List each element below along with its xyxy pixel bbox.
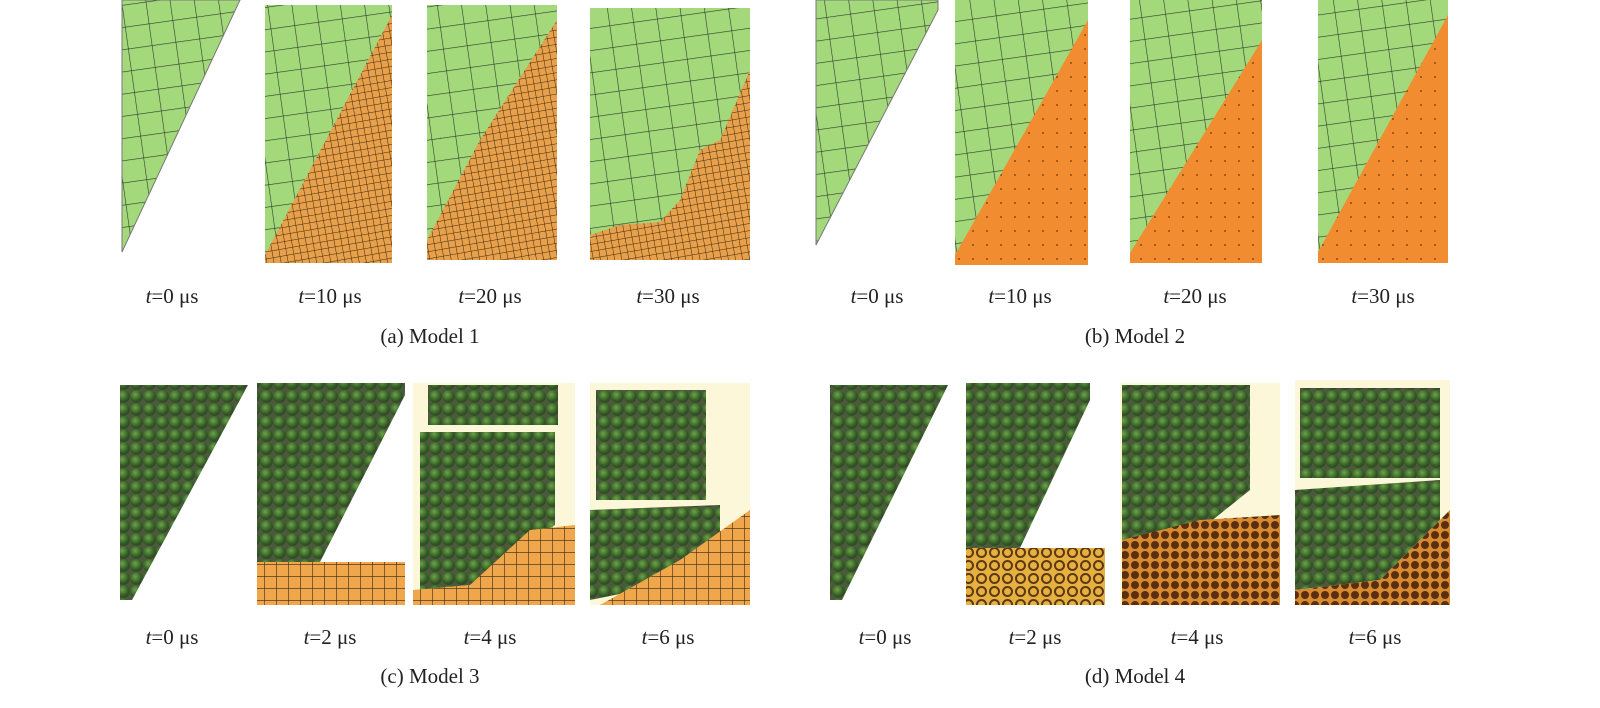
particle-image <box>120 385 248 600</box>
time-variable: t <box>988 284 995 308</box>
time-variable: t <box>851 284 858 308</box>
time-variable: t <box>1351 284 1358 308</box>
time-value: =10 μs <box>994 284 1052 308</box>
mesh-image <box>955 20 1088 265</box>
panel-caption: (c) Model 3 <box>380 664 479 688</box>
time-value: =4 μs <box>1176 625 1223 649</box>
time-label: t=2 μs <box>304 625 357 649</box>
time-value: =30 μs <box>642 284 700 308</box>
time-label: t=2 μs <box>1009 625 1062 649</box>
time-variable: t <box>146 284 153 308</box>
particle-image <box>1295 480 1440 590</box>
time-label: t=20 μs <box>1163 284 1226 308</box>
particle-image <box>1122 515 1280 605</box>
time-label: t=30 μs <box>636 284 699 308</box>
particle-image <box>600 510 750 605</box>
time-value: =0 μs <box>151 625 198 649</box>
particle-image <box>420 432 555 590</box>
time-label: t=30 μs <box>1351 284 1414 308</box>
time-variable: t <box>298 284 305 308</box>
mesh-image <box>1318 15 1448 263</box>
time-variable: t <box>636 284 643 308</box>
time-label: t=6 μs <box>1349 625 1402 649</box>
particle-image <box>257 562 405 605</box>
time-variable: t <box>146 625 153 649</box>
panel-caption: (b) Model 2 <box>1085 324 1185 348</box>
mesh-image <box>590 70 750 260</box>
particle-image <box>590 505 720 600</box>
time-label: t=20 μs <box>458 284 521 308</box>
labels: t=0 μs t=10 μs t=20 μs t=30 μs(a) Model 1t=… <box>146 284 1415 688</box>
time-variable: t <box>642 625 649 649</box>
particle-image <box>413 525 575 605</box>
panel-caption: (a) Model 1 <box>380 324 479 348</box>
particle-image <box>596 390 706 500</box>
time-label: t=10 μs <box>298 284 361 308</box>
particle-image <box>966 548 1105 605</box>
time-variable: t <box>464 625 471 649</box>
time-value: =0 μs <box>856 284 903 308</box>
time-value: =0 μs <box>864 625 911 649</box>
time-value: =0 μs <box>151 284 198 308</box>
time-value: =30 μs <box>1357 284 1415 308</box>
time-value: =2 μs <box>309 625 356 649</box>
time-variable: t <box>1163 284 1170 308</box>
particle-image <box>830 385 948 600</box>
particle-image <box>1295 510 1450 605</box>
time-label: t=0 μs <box>146 284 199 308</box>
time-label: t=4 μs <box>464 625 517 649</box>
particle-image <box>428 385 558 425</box>
time-label: t=0 μs <box>146 625 199 649</box>
time-label: t=0 μs <box>851 284 904 308</box>
time-label: t=6 μs <box>642 625 695 649</box>
particle-image <box>257 383 405 580</box>
particle-image <box>1300 388 1440 478</box>
time-variable: t <box>1171 625 1178 649</box>
time-label: t=10 μs <box>988 284 1051 308</box>
time-variable: t <box>859 625 866 649</box>
time-label: t=4 μs <box>1171 625 1224 649</box>
time-value: =6 μs <box>1354 625 1401 649</box>
mesh-image <box>265 15 392 263</box>
mesh-image <box>815 0 939 246</box>
time-value: =4 μs <box>469 625 516 649</box>
mesh-image <box>427 20 557 260</box>
time-variable: t <box>1349 625 1356 649</box>
time-variable: t <box>1009 625 1016 649</box>
time-variable: t <box>458 284 465 308</box>
time-value: =20 μs <box>1169 284 1227 308</box>
time-variable: t <box>304 625 311 649</box>
time-label: t=0 μs <box>859 625 912 649</box>
images <box>120 0 1450 605</box>
time-value: =6 μs <box>647 625 694 649</box>
mesh-image <box>1130 40 1262 263</box>
panel-caption: (d) Model 4 <box>1085 664 1186 688</box>
time-value: =10 μs <box>304 284 362 308</box>
particle-image <box>1122 385 1250 540</box>
time-value: =20 μs <box>464 284 522 308</box>
mesh-image <box>121 0 241 253</box>
time-value: =2 μs <box>1014 625 1061 649</box>
particle-image <box>966 383 1090 548</box>
